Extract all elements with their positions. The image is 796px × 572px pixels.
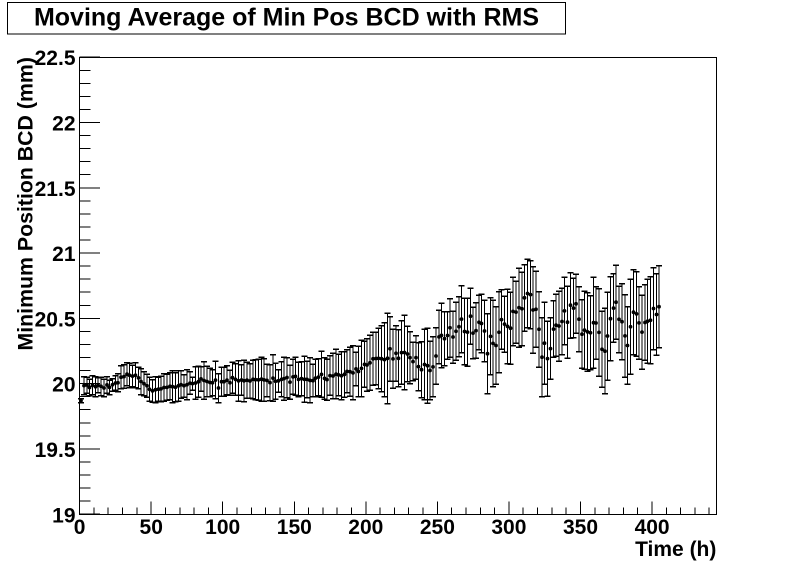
svg-text:21: 21: [52, 243, 76, 266]
svg-text:20: 20: [52, 374, 75, 397]
svg-text:400: 400: [635, 516, 670, 539]
svg-text:19.5: 19.5: [35, 439, 76, 462]
svg-text:21.5: 21.5: [35, 178, 76, 201]
svg-text:100: 100: [205, 516, 240, 539]
svg-text:200: 200: [348, 516, 383, 539]
svg-text:350: 350: [563, 516, 598, 539]
svg-text:50: 50: [140, 516, 163, 539]
svg-text:22.5: 22.5: [35, 47, 76, 70]
svg-text:0: 0: [74, 516, 86, 539]
svg-text:150: 150: [277, 516, 312, 539]
svg-text:Moving Average of Min Pos BCD: Moving Average of Min Pos BCD with RMS: [34, 4, 539, 32]
svg-text:19: 19: [52, 504, 75, 527]
svg-text:250: 250: [420, 516, 455, 539]
svg-text:20.5: 20.5: [35, 308, 76, 331]
svg-text:Minimum Position BCD (mm): Minimum Position BCD (mm): [14, 57, 38, 350]
svg-text:300: 300: [491, 516, 526, 539]
svg-text:22: 22: [52, 113, 75, 136]
svg-text:Time (h): Time (h): [635, 538, 716, 561]
